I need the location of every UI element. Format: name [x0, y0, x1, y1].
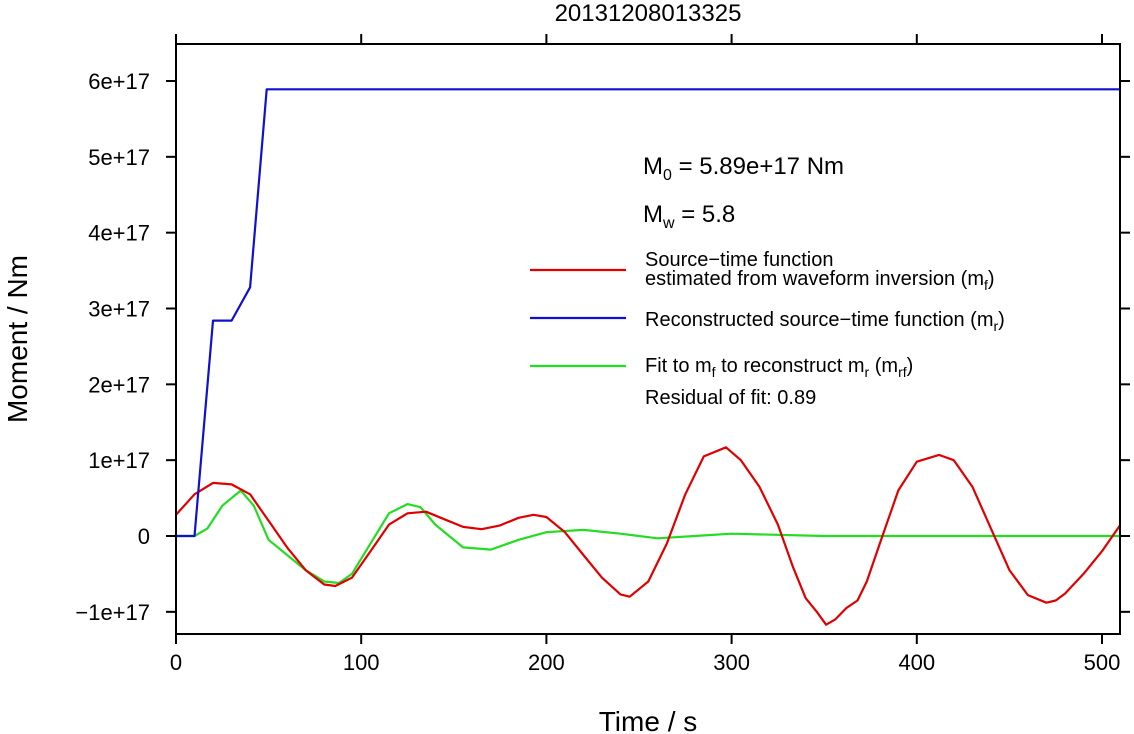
mw-subscript: w: [662, 215, 675, 232]
m0-value: = 5.89e+17 Nm: [672, 153, 844, 180]
legend-text: to reconstruct m: [716, 355, 865, 377]
legend-subscript: r: [865, 364, 870, 380]
y-tick-label: 2e+17: [88, 372, 150, 397]
y-tick-label: 3e+17: [88, 297, 150, 322]
series-line-1: [176, 88, 1120, 538]
mw-annotation: Mw = 5.8: [643, 201, 735, 232]
m0-annotation: M0 = 5.89e+17 Nm: [643, 153, 844, 184]
legend-text: ): [988, 268, 995, 290]
legend-text: estimated from waveform inversion (m: [645, 268, 984, 290]
x-tick-label: 400: [898, 650, 935, 675]
x-axis-label: Time / s: [599, 706, 698, 734]
legend-text: Source−time function: [645, 249, 833, 271]
legend-label-0: estimated from waveform inversion (mf): [645, 268, 995, 293]
x-tick-label: 0: [170, 650, 182, 675]
legend-subscript: f: [712, 364, 716, 380]
axes-layer: 0 100 200 300 400 500 −1e+17 0 1e+17 2e+17 3e+17 4e…: [75, 34, 1130, 675]
y-tick-label: −1e+17: [75, 600, 150, 625]
legend-text: Fit to m: [645, 355, 712, 377]
x-tick-label: 200: [528, 650, 565, 675]
mw-value: = 5.8: [675, 201, 736, 228]
legend-text: (m: [869, 355, 898, 377]
m0-subscript: 0: [663, 167, 672, 184]
y-tick-label: 0: [138, 524, 150, 549]
legend-subscript: f: [984, 277, 988, 293]
chart-title: 20131208013325: [555, 0, 742, 27]
legend-label-0: Source−time function: [645, 249, 833, 271]
y-axis-label: Moment / Nm: [2, 255, 33, 423]
y-tick-label: 5e+17: [88, 145, 150, 170]
legend-subscript: rf: [898, 364, 907, 380]
mw-symbol: M: [643, 201, 663, 228]
legend-text: ): [907, 355, 914, 377]
legend-subscript: r: [994, 318, 999, 334]
residual-annotation: Residual of fit: 0.89: [645, 387, 816, 409]
legend-text: Reconstructed source−time function (m: [645, 309, 994, 331]
series-layer: [176, 88, 1120, 626]
plot-frame: [175, 43, 1121, 635]
m0-symbol: M: [643, 153, 663, 180]
x-tick-label: 500: [1084, 650, 1121, 675]
x-tick-label: 300: [713, 650, 750, 675]
y-tick-label: 4e+17: [88, 221, 150, 246]
y-tick-label: 1e+17: [88, 448, 150, 473]
y-tick-label: 6e+17: [88, 69, 150, 94]
legend-label-2: Fit to mf to reconstruct mr (mrf): [645, 355, 913, 380]
series-line-0: [176, 446, 1120, 626]
legend-text: ): [998, 309, 1005, 331]
legend-label-1: Reconstructed source−time function (mr): [645, 309, 1005, 334]
x-tick-label: 100: [343, 650, 380, 675]
